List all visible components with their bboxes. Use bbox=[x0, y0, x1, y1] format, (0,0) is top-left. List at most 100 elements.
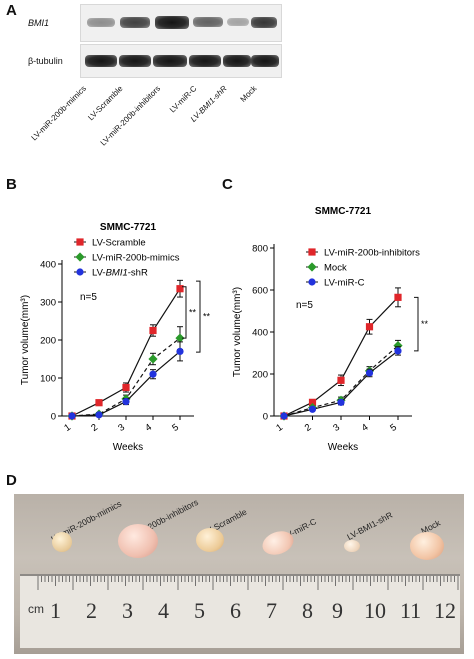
ruler-number: 6 bbox=[230, 598, 241, 623]
blot-bmi1-strip bbox=[80, 4, 282, 42]
blot-band bbox=[153, 55, 187, 67]
chart-c-y-tick-label: 200 bbox=[252, 370, 268, 381]
photo-label-bmi1: LV-BMI1-shR bbox=[345, 509, 395, 542]
lane-label: Mock bbox=[238, 84, 259, 104]
ruler-number: 5 bbox=[194, 598, 205, 623]
chart-b-significance-label: ** bbox=[189, 307, 197, 317]
ruler-number: 9 bbox=[332, 598, 343, 623]
tumor-volume-chart-c: SMMC-7721 0 200 400 600 800 1 2 3 4 5 Weeks Tumor vo… bbox=[232, 206, 429, 453]
chart-b-x-tick-label: 4 bbox=[143, 422, 154, 434]
blot-band bbox=[87, 18, 115, 27]
chart-b-data-point bbox=[149, 370, 157, 378]
chart-c-x-tick-label: 4 bbox=[360, 422, 371, 434]
chart-c-x-tick-label: 2 bbox=[303, 422, 314, 434]
blot-band bbox=[251, 55, 279, 67]
ruler-number: 10 bbox=[364, 598, 386, 623]
tumor-volume-chart-b: SMMC-7721 0 100 200 300 400 1 2 3 4 5 Weeks Tumor vo… bbox=[20, 222, 211, 453]
blot-band bbox=[193, 17, 223, 27]
blot-row-label-tubulin: β-tubulin bbox=[28, 56, 63, 66]
chart-c-legend-label: Mock bbox=[324, 263, 347, 274]
chart-c-y-label: Tumor volume(mm³) bbox=[232, 287, 243, 377]
chart-c-legend-label: LV-miR-C bbox=[324, 278, 365, 289]
chart-b-y-label: Tumor volume(mm³) bbox=[20, 295, 31, 385]
chart-b-legend-label: LV-miR-200b-mimics bbox=[92, 253, 180, 264]
chart-b-data-point bbox=[122, 397, 130, 406]
chart-b-x-label: Weeks bbox=[113, 442, 143, 453]
chart-b-x-tick-label: 5 bbox=[170, 422, 181, 434]
panel-label-d: D bbox=[6, 472, 17, 489]
chart-b-y-tick-label: 0 bbox=[51, 412, 56, 423]
chart-b-legend-marker bbox=[76, 238, 84, 246]
panel-label-a: A bbox=[6, 2, 17, 19]
chart-b-x-tick-label: 3 bbox=[116, 422, 127, 434]
ruler-number: 11 bbox=[400, 598, 422, 623]
chart-c-data-point bbox=[308, 405, 317, 413]
chart-b-significance-bracket bbox=[182, 286, 187, 339]
ruler-number: 12 bbox=[434, 598, 456, 623]
chart-b-x-tick-label: 2 bbox=[89, 422, 100, 434]
blot-tubulin-strip bbox=[80, 44, 282, 78]
chart-b-y-tick-label: 100 bbox=[40, 374, 56, 385]
chart-b-y-tick-label: 400 bbox=[40, 260, 56, 271]
tumor-bmi1-shr bbox=[344, 540, 360, 552]
chart-c-y-tick-label: 0 bbox=[263, 412, 268, 423]
chart-c-x-tick-label: 3 bbox=[331, 422, 342, 434]
chart-b-data-point bbox=[149, 326, 157, 335]
blot-band bbox=[251, 17, 277, 28]
lane-label: LV-miR-C bbox=[167, 84, 199, 115]
chart-b-legend-marker bbox=[76, 268, 84, 276]
chart-c-y-tick-label: 400 bbox=[252, 328, 268, 339]
tumor-inhibitors bbox=[118, 524, 158, 558]
tumor-photo: LV-miR-200b-mimics LV-miR-200b-inhibitor… bbox=[14, 494, 464, 654]
blot-band bbox=[155, 16, 189, 29]
chart-b-data-point bbox=[95, 399, 103, 407]
chart-c-significance-bracket bbox=[414, 296, 419, 352]
ruler-number: 2 bbox=[86, 598, 97, 623]
chart-c-data-point bbox=[280, 412, 288, 420]
blot-band bbox=[223, 55, 251, 67]
chart-b-n-annotation: n=5 bbox=[80, 292, 97, 303]
chart-c-significance-label: ** bbox=[421, 319, 429, 329]
ruler-number: 8 bbox=[302, 598, 313, 623]
tumor-mock bbox=[410, 532, 444, 560]
chart-c-data-point bbox=[365, 369, 374, 377]
chart-b-legend-label: LV-BMI1-shR bbox=[92, 268, 148, 279]
chart-c-y-tick-label: 800 bbox=[252, 244, 268, 255]
chart-b-data-point bbox=[95, 411, 103, 419]
blot-band bbox=[119, 55, 151, 67]
chart-c-data-point bbox=[337, 398, 345, 406]
chart-b-significance-label: ** bbox=[203, 312, 211, 322]
lane-label: LV-Scramble bbox=[86, 84, 125, 123]
ruler: cm 1 2 3 4 5 6 7 8 9 10 11 12 bbox=[20, 574, 460, 648]
blot-band bbox=[189, 55, 221, 67]
chart-b-data-point bbox=[122, 383, 130, 392]
ruler-unit: cm bbox=[28, 602, 44, 616]
ruler-number: 1 bbox=[50, 598, 61, 623]
chart-c-legend-marker bbox=[308, 248, 316, 256]
chart-c-data-point bbox=[365, 323, 374, 331]
chart-b-data-point bbox=[68, 412, 76, 420]
chart-c-data-point bbox=[394, 347, 402, 355]
chart-c-n-annotation: n=5 bbox=[296, 300, 313, 311]
chart-b-legend-marker bbox=[75, 252, 85, 262]
lane-label: LV-miR-200b-mimics bbox=[29, 84, 89, 143]
chart-b-legend-label: LV-Scramble bbox=[92, 238, 146, 249]
chart-b-y-tick-label: 300 bbox=[40, 298, 56, 309]
chart-c-x-tick-label: 5 bbox=[388, 422, 399, 434]
tumor-scramble bbox=[196, 528, 224, 552]
blot-band bbox=[120, 17, 150, 28]
chart-c-y-tick-label: 600 bbox=[252, 286, 268, 297]
ruler-number: 7 bbox=[266, 598, 277, 623]
blot-band bbox=[227, 18, 249, 26]
chart-c-data-point bbox=[393, 341, 403, 351]
tumor-mimics bbox=[52, 532, 72, 552]
chart-c-legend-marker bbox=[307, 262, 317, 272]
chart-b-title: SMMC-7721 bbox=[100, 222, 157, 233]
chart-c-data-point bbox=[394, 293, 402, 301]
panel-label-c: C bbox=[222, 176, 233, 193]
western-blot-panel: BMI1 β-tubulin LV-miR-200b-mimics LV-Scr… bbox=[0, 0, 474, 150]
chart-b-data-point bbox=[176, 285, 184, 293]
chart-c-x-label: Weeks bbox=[328, 442, 358, 453]
chart-b-x-tick-label: 1 bbox=[62, 422, 73, 434]
panel-label-b: B bbox=[6, 176, 17, 193]
